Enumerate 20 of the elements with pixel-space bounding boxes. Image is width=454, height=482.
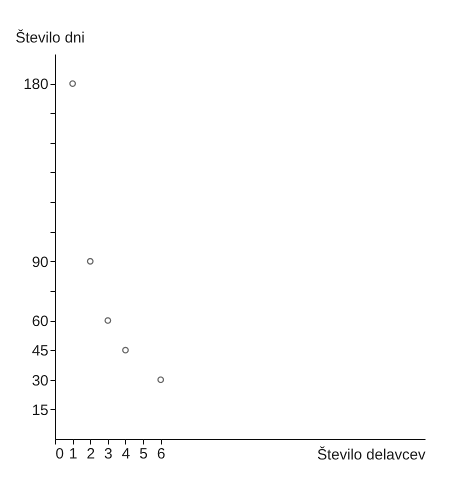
x-tick-label: 3	[104, 446, 113, 462]
x-tick-label: 0	[56, 446, 64, 462]
x-tick-label: 5	[139, 446, 148, 462]
y-tick-label: 180	[23, 76, 48, 94]
point	[157, 376, 164, 384]
y-tick-label: 30	[32, 372, 48, 390]
y-axis-title: Število dni	[16, 28, 85, 46]
x-tick-label: 4	[122, 446, 130, 462]
x-tick-label: 2	[86, 446, 95, 462]
x-tick-label: 1	[68, 446, 78, 462]
point	[86, 258, 94, 265]
x-tick-label: 6	[157, 446, 166, 462]
point	[104, 317, 112, 324]
y-tick-label: 45	[32, 342, 48, 360]
x-axis-title: Število delavcev	[317, 446, 426, 464]
y-tick-label: 60	[32, 313, 48, 330]
y-tick-label: 90	[32, 254, 48, 271]
point	[69, 80, 76, 87]
y-tick-label: 15	[32, 402, 48, 419]
point	[122, 346, 129, 354]
